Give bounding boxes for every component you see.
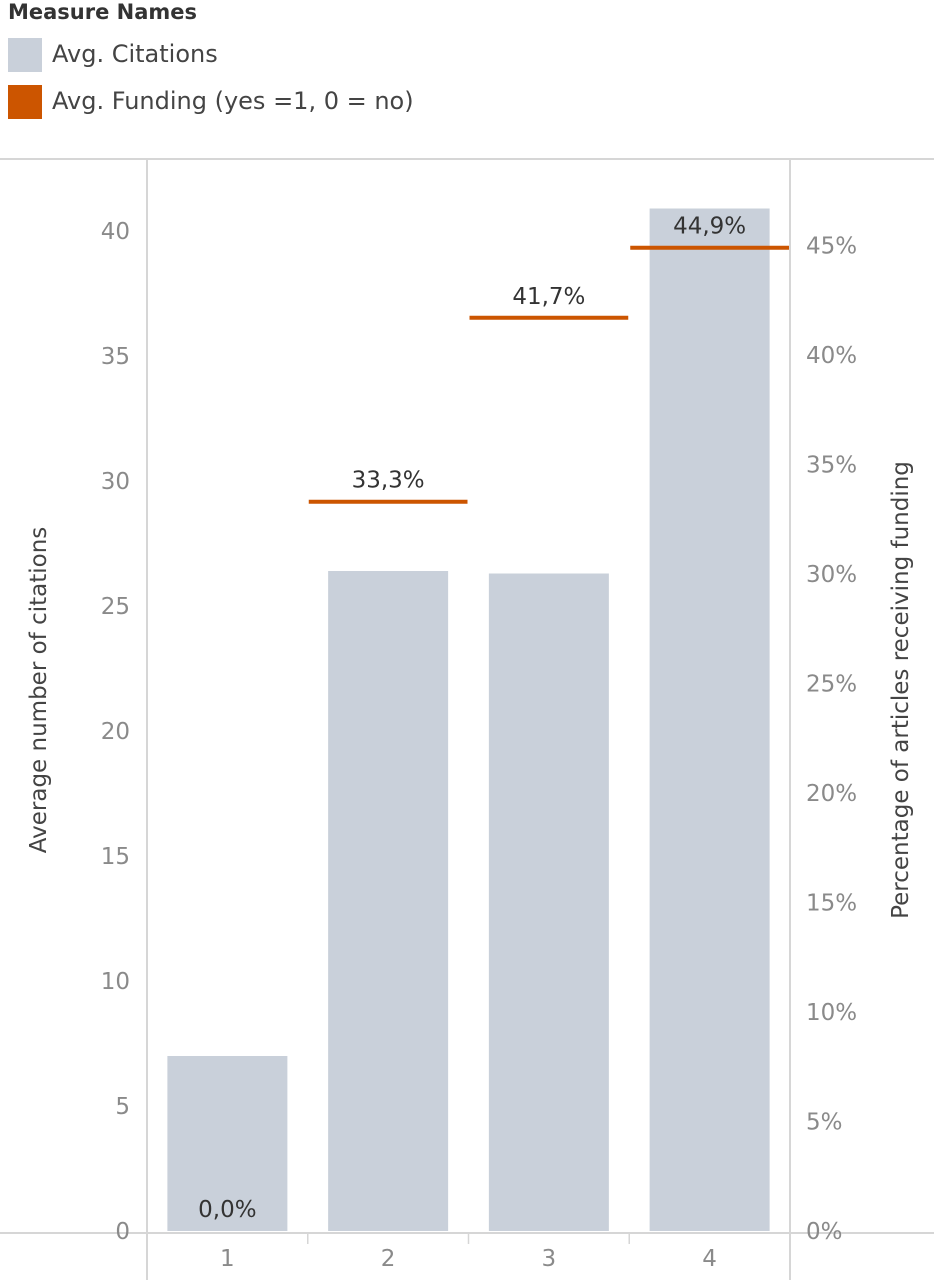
y2-tick-30: 30% (806, 562, 857, 588)
y2-tick-10: 10% (806, 1000, 857, 1026)
y2-tick-0: 0% (806, 1219, 843, 1245)
y2-tick-5: 5% (806, 1110, 843, 1136)
y-tick-30: 30 (101, 469, 130, 495)
y2-tick-40: 40% (806, 343, 857, 369)
y-tick-10: 10 (101, 969, 130, 995)
legend-label-funding: Avg. Funding (yes =1, 0 = no) (52, 87, 414, 115)
legend-swatch-funding (8, 85, 42, 119)
funding-label-1: 0,0% (198, 1197, 256, 1223)
y-tick-25: 25 (101, 594, 130, 620)
x-tick-2: 2 (381, 1246, 396, 1272)
axis-ticks: 1 2 3 405101520253035400%5%10%15%20%25%30%3… (101, 219, 857, 1272)
y2-tick-20: 20% (806, 781, 857, 807)
x-tick-4: 4 (702, 1246, 717, 1272)
x-tick-1: 1 (220, 1246, 235, 1272)
bar-citations-1[interactable] (167, 1056, 288, 1231)
y2-tick-35: 35% (806, 453, 857, 479)
y-tick-0: 0 (115, 1219, 130, 1245)
y-tick-20: 20 (101, 719, 130, 745)
y-tick-40: 40 (101, 219, 130, 245)
x-tick-3: 3 (542, 1246, 557, 1272)
y-axis-title: Average number of citations (26, 527, 52, 854)
chart-frame (0, 158, 934, 1280)
bar-citations-4[interactable] (649, 208, 770, 1232)
y-tick-35: 35 (101, 344, 130, 370)
legend-title: Measure Names (8, 0, 198, 24)
y2-tick-45: 45% (806, 234, 857, 260)
bar-citations-3[interactable] (488, 573, 609, 1232)
y2-axis-title: Percentage of articles receiving funding (888, 461, 914, 919)
funding-lines: 0,0% 33,3% 41,7% 44,9% (198, 214, 789, 1223)
funding-label-4: 44,9% (673, 214, 746, 240)
funding-label-3: 41,7% (512, 284, 585, 310)
funding-label-2: 33,3% (352, 468, 425, 494)
bar-citations-2[interactable] (328, 571, 449, 1231)
legend-swatch-citations (8, 38, 42, 72)
y-tick-5: 5 (115, 1094, 130, 1120)
y-tick-15: 15 (101, 844, 130, 870)
y2-tick-15: 15% (806, 891, 857, 917)
citation-bars (167, 208, 770, 1232)
legend-label-citations: Avg. Citations (52, 40, 218, 68)
y2-tick-25: 25% (806, 672, 857, 698)
